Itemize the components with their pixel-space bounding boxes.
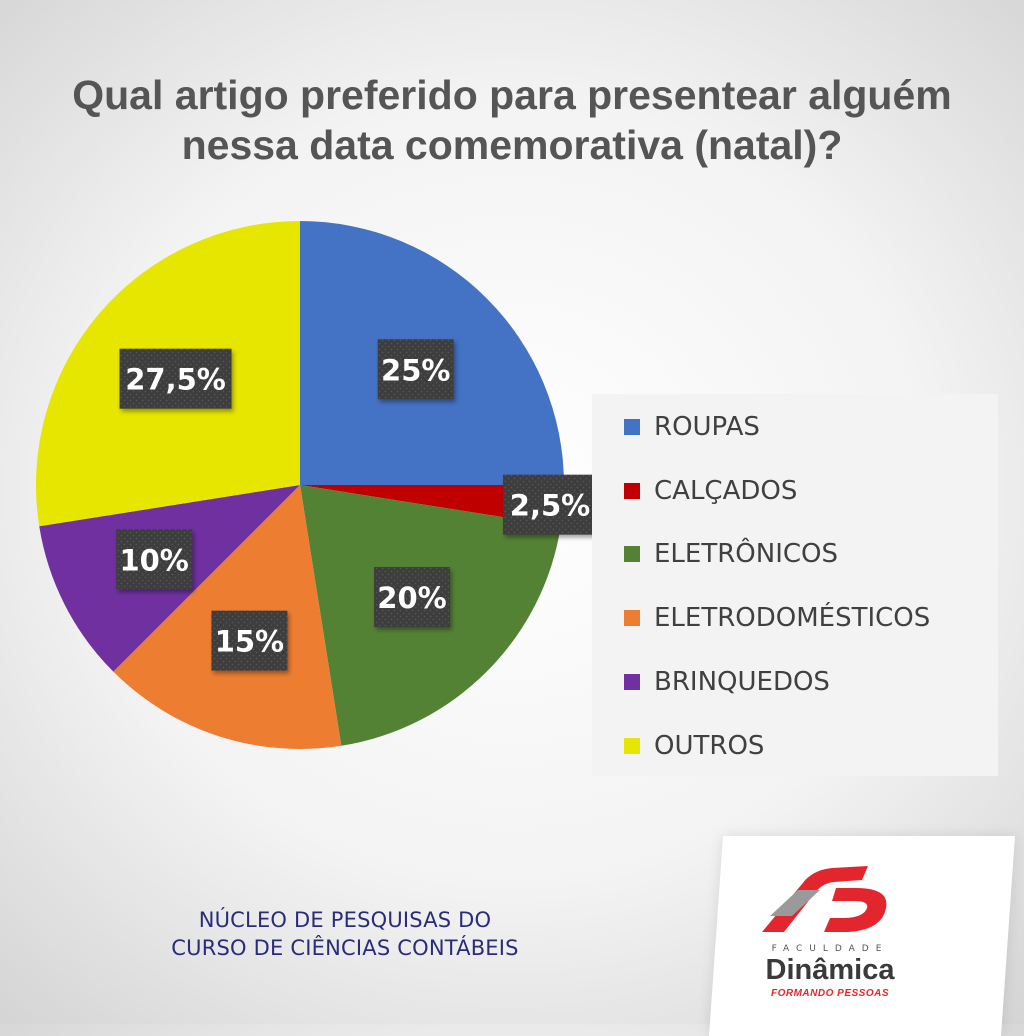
- legend-item-eletronicos: ELETRÔNICOS: [624, 534, 838, 574]
- legend-swatch: [624, 610, 640, 627]
- data-label-box: [503, 474, 598, 535]
- logo-tagline: FORMANDO PESSOAS: [770, 988, 889, 999]
- legend-item-calcados: CALÇADOS: [624, 471, 797, 511]
- legend-item-roupas: ROUPAS: [624, 407, 760, 447]
- legend-swatch: [624, 546, 640, 563]
- footer-line-1: NÚCLEO DE PESQUISAS DO: [198, 908, 492, 932]
- data-label-box: [377, 339, 454, 400]
- data-label-box: [211, 610, 288, 671]
- data-label-text: 25%: [381, 353, 450, 387]
- legend-swatch: [624, 482, 640, 499]
- pie-data-labels: 25% 2,5% 20% 15% 10% 27,5%: [116, 339, 598, 671]
- pie-slice-calcados: [300, 485, 564, 527]
- chart-title-line-2: nessa data comemorativa (natal)?: [181, 122, 843, 168]
- data-label-brinquedos: 10%: [116, 529, 193, 590]
- chart-legend: ROUPAS CALÇADOS ELETRÔNICOS ELETRODOMÉSTICO…: [592, 394, 998, 776]
- legend-item-eletrodomesticos: ELETRODOMÉSTICOS: [624, 598, 930, 638]
- chart-title-line-1: Qual artigo preferido para presentear al…: [72, 72, 952, 118]
- legend-label: ELETRODOMÉSTICOS: [654, 603, 931, 634]
- faculdade-dinamica-logo: FACULDADE Dinâmica FORMANDO PESSOAS: [740, 846, 920, 1006]
- footer-line-2: CURSO DE CIÊNCIAS CONTÁBEIS: [171, 936, 519, 960]
- data-label-text: 2,5%: [510, 489, 590, 523]
- data-label-box: [116, 529, 193, 590]
- data-label-eletrodomesticos: 15%: [211, 610, 288, 671]
- data-label-text: 27,5%: [125, 363, 226, 397]
- data-label-box: [119, 348, 232, 409]
- legend-label: ROUPAS: [654, 412, 760, 442]
- data-label-calcados: 2,5%: [503, 474, 598, 535]
- legend-swatch: [624, 419, 640, 435]
- data-label-text: 15%: [215, 625, 284, 659]
- legend-label: ELETRÔNICOS: [654, 539, 838, 570]
- data-label-roupas: 25%: [377, 339, 454, 400]
- data-label-outros: 27,5%: [119, 348, 232, 409]
- legend-label: OUTROS: [654, 730, 765, 761]
- pie-slices: [35, 221, 564, 749]
- data-label-box: [374, 567, 451, 628]
- footer-text: NÚCLEO DE PESQUISAS DO CURSO DE CIÊNCIAS…: [120, 906, 570, 962]
- data-label-text: 10%: [119, 543, 188, 577]
- data-label-text: 20%: [377, 581, 446, 615]
- fd-logo-mark-icon: [762, 866, 887, 932]
- data-label-eletronicos: 20%: [374, 567, 451, 628]
- legend-item-outros: OUTROS: [624, 726, 764, 766]
- legend-swatch: [624, 673, 640, 690]
- legend-item-brinquedos: BRINQUEDOS: [624, 662, 830, 702]
- logo-name: Dinâmica: [765, 954, 895, 986]
- chart-title: Qual artigo preferido para presentear al…: [40, 70, 984, 170]
- legend-swatch: [624, 737, 640, 754]
- legend-label: CALÇADOS: [654, 475, 798, 506]
- logo-subtitle: FACULDADE: [771, 944, 889, 954]
- legend-label: BRINQUEDOS: [654, 666, 830, 697]
